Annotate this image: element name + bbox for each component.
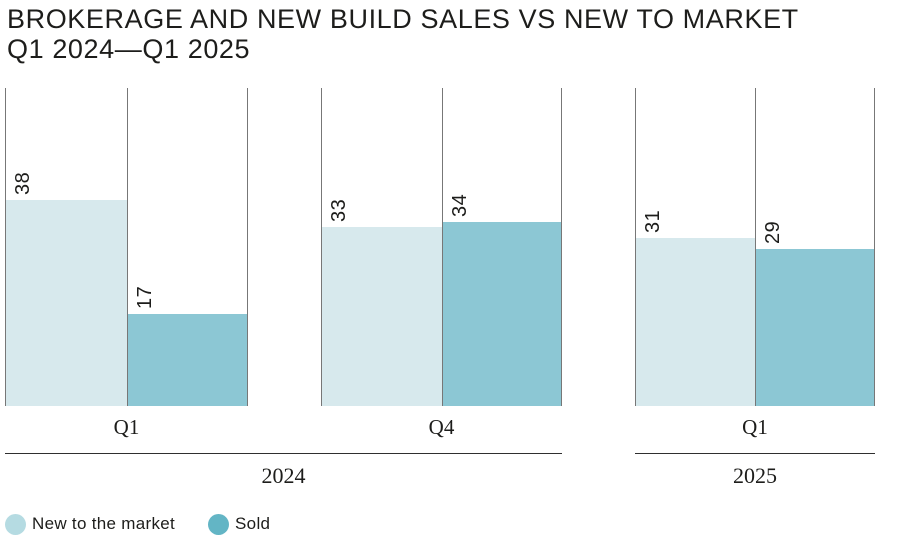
chart-title-line1: BROKERAGE AND NEW BUILD SALES VS NEW TO … — [7, 4, 799, 34]
quarter-label: Q1 — [113, 415, 140, 439]
bar-sold — [755, 249, 875, 406]
gridline — [561, 88, 562, 406]
bar-value-label: 31 — [642, 209, 664, 233]
legend-label-new-to-market: New to the market — [32, 514, 176, 533]
gridline — [874, 88, 875, 406]
gridline — [635, 88, 636, 406]
bar-value-label: 17 — [133, 285, 156, 309]
legend-swatch-new-to-market-icon — [5, 513, 26, 535]
bar-sold — [126, 314, 248, 406]
gridline — [247, 88, 248, 406]
bar-new-to-market — [5, 200, 127, 406]
gridline — [321, 88, 322, 406]
chart-title: BROKERAGE AND NEW BUILD SALES VS NEW TO … — [7, 4, 799, 64]
chart-title-line2: Q1 2024—Q1 2025 — [7, 34, 251, 64]
legend-label-sold: Sold — [235, 514, 271, 533]
legend-swatch-sold-icon — [208, 513, 230, 535]
year-label: 2024 — [261, 463, 306, 488]
bar-value-label: 38 — [12, 171, 34, 195]
legend-item-new-to-market: New to the market — [5, 513, 176, 535]
bar-new-to-market — [635, 238, 755, 406]
gridline — [441, 88, 443, 406]
gridline — [755, 88, 756, 406]
bar-sold — [441, 222, 562, 406]
bar-value-label: 33 — [328, 198, 350, 222]
year-axis-line: 2025 — [635, 453, 875, 489]
quarter-label: Q1 — [742, 415, 768, 439]
gridline — [126, 88, 128, 406]
quarter-label: Q4 — [428, 415, 455, 439]
year-axis-line: 2024 — [5, 453, 562, 489]
bar-value-label: 29 — [762, 220, 784, 244]
gridline — [5, 88, 6, 406]
bar-value-label: 34 — [448, 193, 471, 217]
legend-item-sold: Sold — [208, 513, 271, 535]
bar-new-to-market — [321, 227, 442, 406]
legend: New to the market Sold — [5, 513, 270, 535]
year-label: 2025 — [733, 463, 777, 488]
